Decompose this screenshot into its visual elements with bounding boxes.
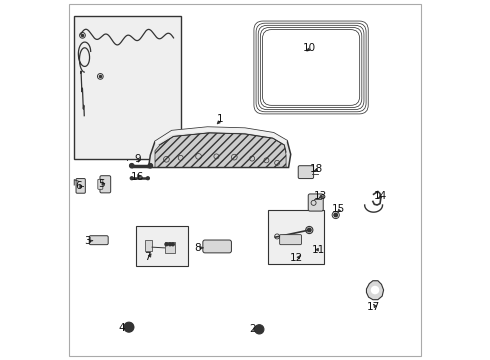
Circle shape xyxy=(147,177,149,180)
FancyBboxPatch shape xyxy=(100,176,111,193)
Bar xyxy=(74,16,181,158)
Text: 14: 14 xyxy=(373,191,387,201)
Text: 10: 10 xyxy=(303,43,316,53)
Circle shape xyxy=(124,322,134,332)
Text: 11: 11 xyxy=(312,245,325,255)
FancyBboxPatch shape xyxy=(308,194,323,211)
Text: 5: 5 xyxy=(98,179,105,189)
Circle shape xyxy=(126,324,132,330)
Bar xyxy=(136,226,188,266)
Bar xyxy=(145,240,152,251)
FancyBboxPatch shape xyxy=(98,179,103,189)
Text: 2: 2 xyxy=(249,324,255,334)
Polygon shape xyxy=(155,127,287,145)
Bar xyxy=(268,210,323,264)
Polygon shape xyxy=(148,127,291,167)
FancyBboxPatch shape xyxy=(76,179,85,193)
Text: 16: 16 xyxy=(131,172,145,183)
FancyBboxPatch shape xyxy=(89,236,108,245)
Circle shape xyxy=(172,243,174,246)
Text: 12: 12 xyxy=(290,252,303,262)
Text: 4: 4 xyxy=(119,323,125,333)
Circle shape xyxy=(130,163,134,168)
Text: 1: 1 xyxy=(217,114,223,124)
Circle shape xyxy=(169,243,171,246)
FancyBboxPatch shape xyxy=(280,235,301,245)
FancyBboxPatch shape xyxy=(298,166,314,179)
Circle shape xyxy=(255,325,264,334)
Text: 9: 9 xyxy=(135,154,141,163)
Circle shape xyxy=(130,177,133,180)
FancyBboxPatch shape xyxy=(203,240,231,253)
Circle shape xyxy=(257,327,262,332)
Text: 7: 7 xyxy=(144,252,151,262)
Text: 18: 18 xyxy=(310,164,323,174)
Circle shape xyxy=(371,286,379,294)
Text: 17: 17 xyxy=(367,302,380,312)
Circle shape xyxy=(308,228,311,232)
Text: 3: 3 xyxy=(84,236,91,246)
Circle shape xyxy=(148,163,152,168)
Polygon shape xyxy=(155,133,286,167)
Text: 8: 8 xyxy=(195,243,201,253)
Text: 13: 13 xyxy=(314,191,327,201)
Circle shape xyxy=(165,243,168,246)
Text: 15: 15 xyxy=(332,204,345,214)
Polygon shape xyxy=(367,281,384,300)
Circle shape xyxy=(334,213,338,217)
Bar xyxy=(165,242,174,252)
Text: 6: 6 xyxy=(75,181,82,192)
